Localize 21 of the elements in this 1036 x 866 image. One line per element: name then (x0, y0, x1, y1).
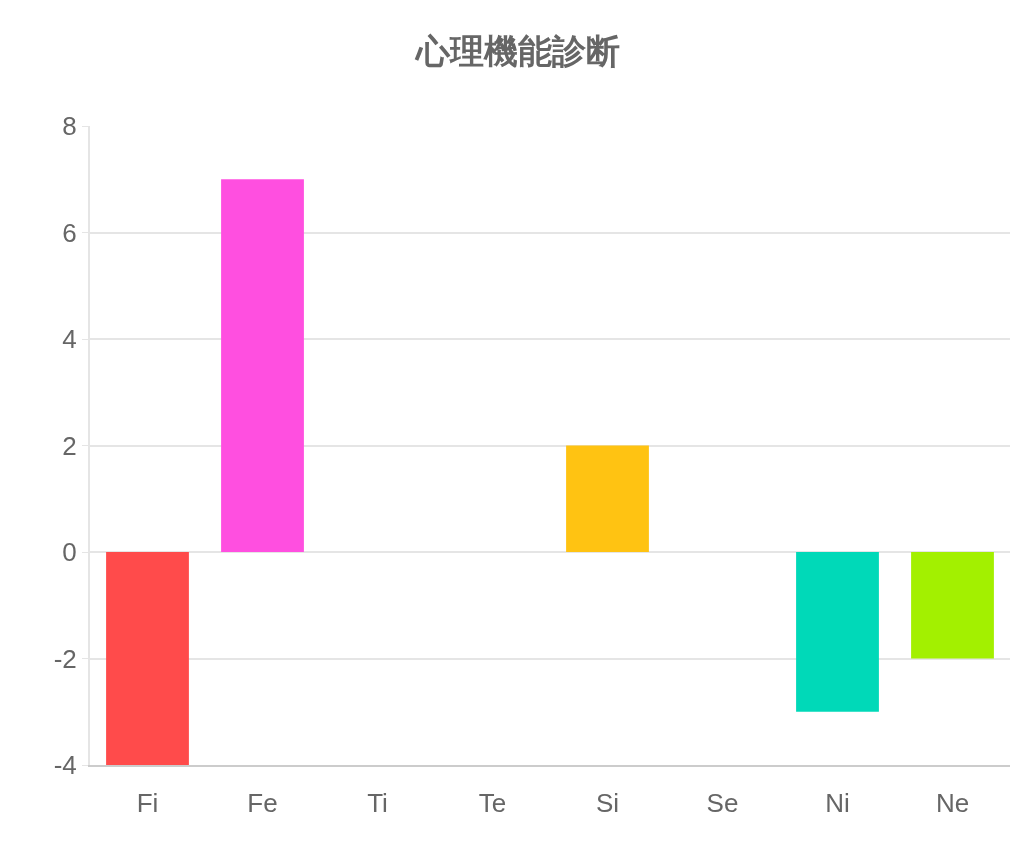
y-tick-label: 6 (62, 217, 77, 248)
y-tick-label: -2 (53, 643, 77, 674)
y-tick-label: 8 (62, 111, 77, 142)
y-tick-label: -4 (53, 750, 77, 781)
x-tick-label: Si (595, 788, 620, 819)
bar (566, 445, 649, 552)
y-tick-label: 0 (62, 537, 77, 568)
bar (796, 552, 879, 712)
bar (221, 179, 304, 552)
x-tick-label: Te (478, 788, 507, 819)
x-tick-label: Fe (247, 788, 278, 819)
x-tick-label: Se (706, 788, 739, 819)
x-tick-label: Fi (136, 788, 159, 819)
x-tick-label: Ne (935, 788, 970, 819)
x-tick-label: Ni (825, 788, 850, 819)
x-tick-label: Ti (367, 788, 388, 819)
bar (106, 552, 189, 765)
y-tick-label: 2 (62, 430, 77, 461)
y-tick-label: 4 (62, 324, 77, 355)
chart-title: 心理機能診断 (414, 30, 620, 71)
bar (911, 552, 994, 659)
